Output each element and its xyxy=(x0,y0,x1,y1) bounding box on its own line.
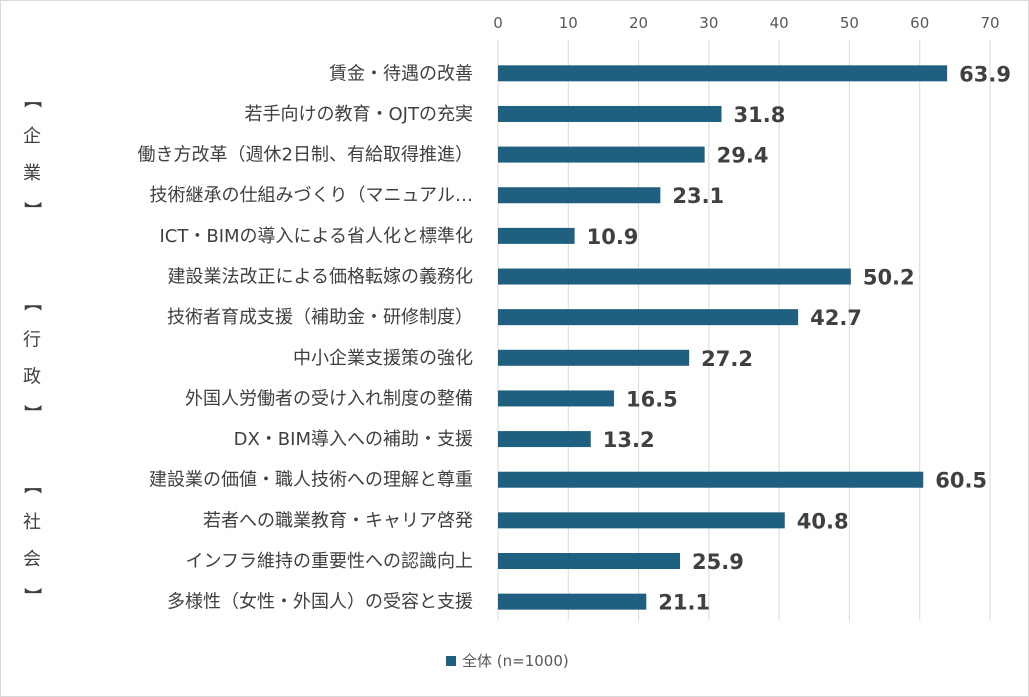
group-label-char: 会 xyxy=(23,549,41,570)
category-label: ICT・BIMの導入による省人化と標準化 xyxy=(159,226,473,247)
group-label-char: 業 xyxy=(23,163,41,184)
category-label: 多様性（女性・外国人）の受容と支援 xyxy=(167,592,473,613)
x-tick-label: 40 xyxy=(770,14,789,32)
category-label: DX・BIM導入への補助・支援 xyxy=(234,429,473,450)
value-label: 27.2 xyxy=(701,347,753,371)
group-label-char: 社 xyxy=(23,512,41,533)
bar xyxy=(498,349,690,366)
group-label-char: 政 xyxy=(23,366,41,387)
x-tick-label: 60 xyxy=(910,14,929,32)
value-label: 50.2 xyxy=(863,266,915,290)
legend-label: 全体 (n=1000) xyxy=(462,652,569,670)
value-label: 23.1 xyxy=(672,184,724,208)
category-label: 技術継承の仕組みづくり（マニュアル… xyxy=(150,185,473,206)
group-bracket: 】 xyxy=(21,587,42,605)
bar xyxy=(498,268,851,285)
x-axis-ticks: 0 10 20 30 40 50 60 70 xyxy=(493,14,999,32)
bars xyxy=(498,65,948,610)
category-label: インフラ維持の重要性への認識向上 xyxy=(186,551,473,572)
legend: 全体 (n=1000) xyxy=(446,652,569,670)
value-label: 31.8 xyxy=(734,103,786,127)
gridlines xyxy=(497,40,991,621)
category-label: 賃金・待遇の改善 xyxy=(329,63,473,84)
value-label: 25.9 xyxy=(692,550,744,574)
group-bracket: 【 xyxy=(21,90,42,108)
group-label-char: 行 xyxy=(23,329,41,350)
value-label: 29.4 xyxy=(717,144,769,168)
value-label: 60.5 xyxy=(935,469,987,493)
category-label: 建設業の価値・職人技術への理解と尊重 xyxy=(149,470,473,491)
value-label: 63.9 xyxy=(959,62,1011,86)
value-label: 40.8 xyxy=(797,509,849,533)
group-labels: 【企業】【行政】【社会】 xyxy=(21,90,42,605)
value-labels: 63.9 31.8 29.4 23.1 10.9 50.242.7 27.2 16.5 13.2… xyxy=(587,62,1011,614)
x-tick-label: 10 xyxy=(559,14,578,32)
group-bracket: 】 xyxy=(21,201,42,219)
x-tick-label: 30 xyxy=(699,14,718,32)
bar xyxy=(498,309,799,326)
x-tick-label: 0 xyxy=(493,14,503,32)
bar xyxy=(498,553,681,569)
category-label: 技術者育成支援（補助金・研修制度） xyxy=(167,307,473,328)
group-bracket: 】 xyxy=(21,404,42,422)
category-label: 外国人労働者の受け入れ制度の整備 xyxy=(185,388,473,409)
bar xyxy=(498,431,591,448)
group-bracket: 【 xyxy=(21,293,42,311)
bar xyxy=(498,390,614,407)
value-label: 42.7 xyxy=(810,306,862,330)
category-labels: 賃金・待遇の改善若手向けの教育・OJTの充実働き方改革（週休2日制、有給取得推進… xyxy=(138,63,473,612)
category-label: 若者への職業教育・キャリア啓発 xyxy=(203,510,473,531)
value-label: 21.1 xyxy=(658,591,710,615)
group-bracket: 【 xyxy=(21,476,42,494)
group-label-char: 企 xyxy=(23,126,41,147)
bar xyxy=(498,512,785,529)
bar xyxy=(498,146,705,163)
category-label: 建設業法改正による価格転嫁の義務化 xyxy=(168,267,473,288)
bar xyxy=(498,65,948,82)
x-tick-label: 70 xyxy=(980,14,999,32)
legend-swatch xyxy=(446,656,456,666)
category-label: 中小企業支援策の強化 xyxy=(293,348,473,369)
value-label: 16.5 xyxy=(626,387,678,411)
category-label: 働き方改革（週休2日制、有給取得推進） xyxy=(138,145,473,166)
bar xyxy=(498,105,722,122)
bar xyxy=(498,593,647,610)
x-tick-label: 50 xyxy=(840,14,859,32)
x-tick-label: 20 xyxy=(629,14,648,32)
value-label: 10.9 xyxy=(587,225,639,249)
bar xyxy=(498,187,661,204)
bar xyxy=(498,471,924,488)
category-label: 若手向けの教育・OJTの充実 xyxy=(245,104,473,125)
value-label: 13.2 xyxy=(603,428,655,452)
bar xyxy=(498,227,575,244)
